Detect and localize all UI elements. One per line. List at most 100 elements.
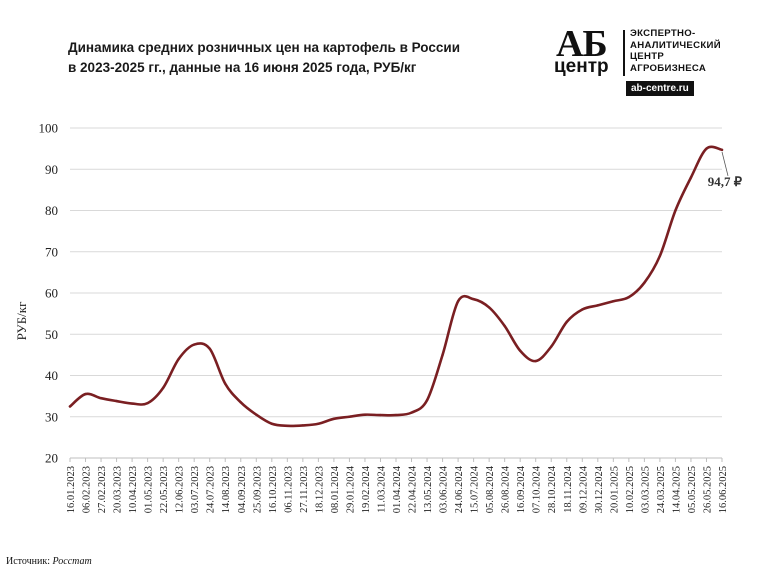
x-tick-label: 24.06.2024 (454, 465, 465, 513)
data-point (456, 300, 460, 303)
data-point (643, 281, 646, 284)
data-point (208, 347, 211, 350)
data-point (115, 399, 118, 403)
x-tick-label: 27.11.2023 (299, 466, 310, 513)
x-tick-label: 22.05.2023 (159, 466, 170, 513)
x-tick-label: 18.12.2023 (314, 466, 325, 513)
x-tick-label: 06.02.2023 (82, 466, 93, 513)
data-point (612, 300, 615, 303)
data-point (224, 382, 227, 385)
last-value-annotation: 94,7 ₽ (708, 174, 743, 189)
data-point (192, 343, 196, 346)
data-point (534, 359, 537, 363)
data-point (581, 308, 584, 311)
data-point (68, 405, 72, 408)
data-point (348, 415, 351, 418)
y-tick-label: 40 (45, 368, 58, 383)
data-point (286, 424, 289, 428)
data-point (720, 148, 724, 152)
data-point (565, 320, 568, 324)
data-point (130, 402, 134, 405)
x-tick-label: 28.10.2024 (547, 465, 558, 513)
series-layer (68, 145, 724, 428)
x-tick-label: 16.06.2025 (718, 466, 729, 513)
logo-divider (623, 30, 625, 76)
x-tick-label: 06.11.2023 (283, 466, 294, 513)
x-axis-ticks: 16.01.2023 06.02.2023 27.02.2023 20.03.2023… (66, 458, 729, 513)
logo-url: ab-centre.ru (626, 81, 694, 96)
data-point (674, 209, 677, 212)
logo-text-line-1: ЭКСПЕРТНО- (630, 28, 696, 39)
data-point (317, 422, 320, 425)
logo-mark-centre: центр (554, 56, 609, 77)
data-point (394, 413, 398, 417)
y-tick-label: 80 (45, 203, 58, 218)
chart-title-line-2: в 2023-2025 гг., данные на 16 июня 2025 … (68, 60, 417, 75)
x-tick-label: 03.03.2025 (640, 466, 651, 513)
x-tick-label: 20.01.2025 (609, 466, 620, 513)
x-tick-label: 08.01.2024 (330, 465, 341, 513)
chart-title: Динамика средних розничных цен на картоф… (68, 38, 518, 78)
data-point (472, 297, 475, 301)
data-point (425, 399, 429, 402)
y-axis-label: РУБ/кг (14, 302, 29, 341)
x-tick-label: 25.09.2023 (252, 466, 263, 513)
x-tick-label: 11.03.2024 (376, 465, 387, 513)
x-tick-label: 29.01.2024 (345, 465, 356, 513)
x-tick-label: 10.04.2023 (128, 466, 139, 513)
chart-gridlines (70, 127, 722, 459)
data-point (410, 411, 413, 414)
data-point (332, 417, 336, 421)
x-tick-label: 26.08.2024 (501, 465, 512, 513)
x-tick-label: 14.04.2025 (671, 466, 682, 513)
chart-title-line-1: Динамика средних розничных цен на картоф… (68, 40, 460, 55)
x-tick-label: 18.11.2024 (563, 465, 574, 513)
x-tick-label: 09.12.2024 (578, 465, 589, 513)
data-point (550, 345, 553, 348)
x-tick-label: 07.10.2024 (532, 465, 543, 513)
x-tick-label: 03.06.2024 (439, 465, 450, 513)
data-point (239, 401, 242, 404)
y-tick-label: 70 (45, 244, 58, 259)
x-tick-label: 16.01.2023 (66, 466, 77, 513)
y-tick-label: 100 (39, 121, 59, 136)
data-point (596, 304, 600, 307)
x-tick-label: 20.03.2023 (113, 466, 124, 513)
x-tick-label: 01.04.2024 (392, 465, 403, 513)
data-point (84, 392, 87, 396)
source-name: Росстат (52, 556, 92, 567)
logo-text-line-4: АГРОБИЗНЕСА (630, 62, 707, 74)
x-tick-label: 10.02.2025 (625, 466, 636, 513)
data-point (441, 353, 444, 357)
data-point (177, 357, 180, 361)
data-point (487, 306, 491, 309)
x-tick-label: 15.07.2024 (470, 465, 481, 513)
x-tick-label: 01.05.2023 (144, 466, 155, 513)
y-tick-label: 60 (45, 286, 58, 301)
logo-text: ЭКСПЕРТНО- АНАЛИТИЧЕСКИЙ ЦЕНТР АГРОБИЗНЕ… (630, 28, 721, 74)
data-point (301, 424, 305, 427)
x-tick-label: 04.09.2023 (237, 466, 248, 513)
data-point (363, 413, 367, 416)
x-tick-label: 16.10.2023 (268, 466, 279, 513)
data-point (627, 295, 631, 299)
x-tick-label: 05.08.2024 (485, 465, 496, 513)
x-tick-label: 12.06.2023 (175, 466, 186, 513)
x-tick-label: 16.09.2024 (516, 465, 527, 513)
data-point (146, 401, 149, 405)
x-tick-label: 22.04.2024 (408, 465, 419, 513)
data-point (161, 386, 165, 390)
x-tick-label: 27.02.2023 (97, 466, 108, 513)
x-tick-label: 03.07.2023 (190, 466, 201, 513)
x-tick-label: 30.12.2024 (594, 465, 605, 513)
data-point (705, 147, 708, 150)
y-axis-ticks: 20 30 40 50 60 70 80 90 100 (39, 121, 59, 466)
data-point (379, 413, 382, 417)
source-note: Источник: Росстат (6, 556, 92, 567)
x-tick-label: 24.07.2023 (206, 466, 217, 513)
series-line-0 (68, 145, 724, 428)
y-tick-label: 90 (45, 162, 58, 177)
y-tick-label: 30 (45, 409, 58, 424)
x-tick-label: 13.05.2024 (423, 465, 434, 513)
